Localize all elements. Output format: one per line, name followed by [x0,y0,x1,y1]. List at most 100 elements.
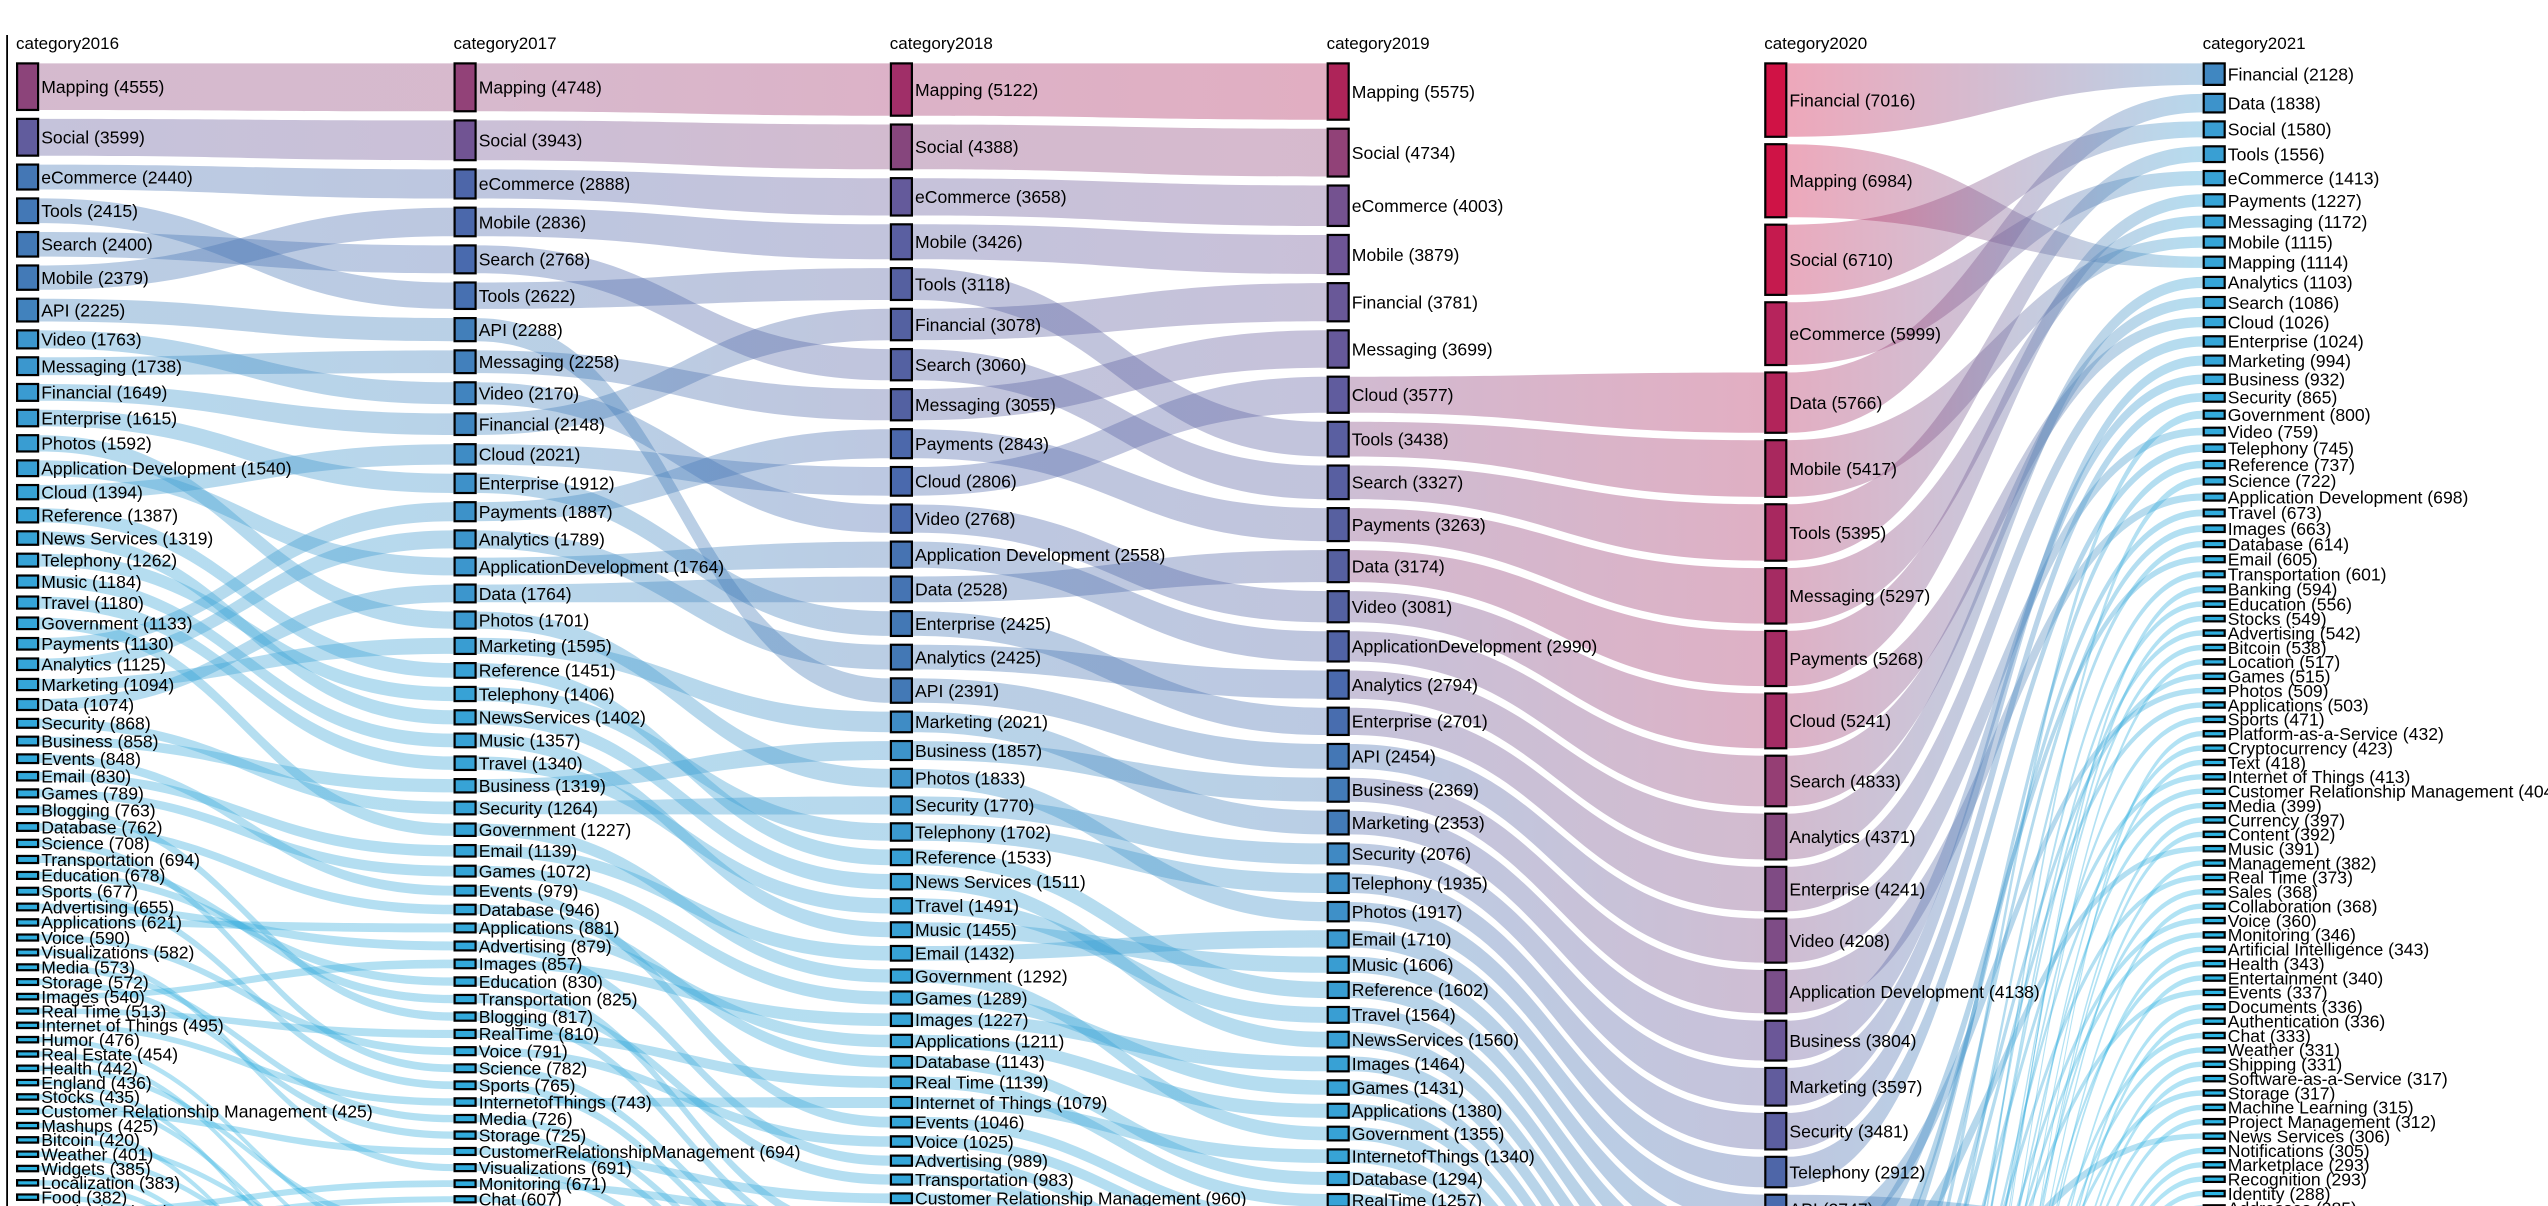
svg-text:Events (848): Events (848) [41,749,141,769]
svg-text:Education (830): Education (830) [479,972,603,992]
svg-text:Payments (1130): Payments (1130) [41,634,174,654]
svg-text:Customer Relationship Manageme: Customer Relationship Management (404) [2228,782,2548,802]
svg-text:Games (1431): Games (1431) [1352,1078,1464,1098]
svg-text:Applications (621): Applications (621) [41,913,182,933]
svg-text:category2019: category2019 [1327,34,1430,53]
svg-text:eCommerce (5999): eCommerce (5999) [1789,324,1941,344]
svg-text:Marketing (2021): Marketing (2021) [915,712,1048,732]
svg-text:Travel (1340): Travel (1340) [479,753,583,773]
svg-text:Transportation (694): Transportation (694) [41,850,200,870]
svg-text:Customer Relationship Manageme: Customer Relationship Management (960) [915,1189,1247,1206]
svg-text:Events (979): Events (979) [479,881,579,901]
svg-text:Analytics (2794): Analytics (2794) [1352,675,1478,695]
svg-text:Social (6710): Social (6710) [1789,250,1893,270]
svg-text:Content (392): Content (392) [2228,825,2336,845]
svg-text:API (2288): API (2288) [479,320,563,340]
svg-text:Government (1133): Government (1133) [41,614,192,634]
svg-text:Security (3481): Security (3481) [1789,1122,1908,1142]
svg-text:RealTime (1257): RealTime (1257) [1352,1191,1482,1206]
svg-text:Voice (590): Voice (590) [41,928,130,948]
svg-text:Email (1139): Email (1139) [479,841,577,861]
svg-text:Authentication (336): Authentication (336) [2228,1011,2385,1031]
svg-text:News Services (1511): News Services (1511) [915,872,1086,892]
svg-text:Photos (1701): Photos (1701) [479,610,590,630]
svg-text:Tools (3118): Tools (3118) [915,274,1011,294]
svg-text:Government (800): Government (800) [2228,405,2371,425]
svg-text:NewsServices (1402): NewsServices (1402) [479,708,646,728]
svg-text:Applications (1380): Applications (1380) [1352,1101,1503,1121]
svg-text:Widgets (385): Widgets (385) [41,1159,151,1179]
svg-text:Search (1086): Search (1086) [2228,293,2340,313]
svg-text:Video (759): Video (759) [2228,422,2319,442]
svg-text:Telephony (1406): Telephony (1406) [479,684,615,704]
svg-text:category2017: category2017 [454,34,557,53]
svg-text:Enterprise (2701): Enterprise (2701) [1352,712,1488,732]
svg-text:Images (1227): Images (1227) [915,1010,1028,1030]
svg-text:Business (1319): Business (1319) [479,776,606,796]
svg-text:Monitoring (346): Monitoring (346) [2228,925,2356,945]
svg-text:News Services (1319): News Services (1319) [41,528,213,548]
svg-text:Platform-as-a-Service (432): Platform-as-a-Service (432) [2228,724,2444,744]
svg-text:category2018: category2018 [890,34,993,53]
svg-text:Data (1764): Data (1764) [479,584,572,604]
svg-text:Telephony (1935): Telephony (1935) [1352,873,1488,893]
svg-text:Mobile (5417): Mobile (5417) [1789,459,1897,479]
svg-text:Machine Learning (315): Machine Learning (315) [2228,1098,2414,1118]
svg-text:Tools (1556): Tools (1556) [2228,144,2325,164]
svg-text:Marketing (2353): Marketing (2353) [1352,813,1485,833]
svg-text:Marketing (3597): Marketing (3597) [1789,1077,1922,1097]
svg-text:Security (1264): Security (1264) [479,798,598,818]
svg-text:Application Development (4138): Application Development (4138) [1789,982,2039,1002]
svg-text:Bitcoin (420): Bitcoin (420) [41,1130,140,1150]
svg-text:Management (382): Management (382) [2228,853,2377,873]
svg-text:Music (1455): Music (1455) [915,920,1017,940]
svg-text:NewsServices (1560): NewsServices (1560) [1352,1030,1519,1050]
svg-text:Storage (725): Storage (725) [479,1125,587,1145]
svg-text:Real Time (373): Real Time (373) [2228,868,2353,888]
svg-text:Documents (336): Documents (336) [2228,997,2363,1017]
svg-text:Photos (1833): Photos (1833) [915,769,1026,789]
svg-text:Email (605): Email (605) [2228,550,2318,570]
svg-text:Applications (1211): Applications (1211) [915,1031,1064,1051]
svg-text:eCommerce (3658): eCommerce (3658) [915,187,1067,207]
svg-text:Messaging (3699): Messaging (3699) [1352,339,1493,359]
svg-text:Business (3804): Business (3804) [1789,1031,1916,1051]
svg-text:Mashups (425): Mashups (425) [41,1116,158,1136]
svg-text:Cloud (2806): Cloud (2806) [915,472,1017,492]
svg-text:Video (2170): Video (2170) [479,384,579,404]
svg-text:Software-as-a-Service (317): Software-as-a-Service (317) [2228,1069,2448,1089]
svg-text:Analytics (4371): Analytics (4371) [1789,827,1915,847]
svg-text:Artificial Intelligence (343): Artificial Intelligence (343) [2228,940,2429,960]
svg-text:Photos (1917): Photos (1917) [1352,902,1463,922]
svg-text:Travel (1564): Travel (1564) [1352,1005,1456,1025]
svg-text:Sports (765): Sports (765) [479,1076,576,1096]
svg-text:Travel (1180): Travel (1180) [41,593,144,613]
svg-text:Financial (1649): Financial (1649) [41,383,167,403]
svg-text:Security (1770): Security (1770) [915,796,1034,816]
svg-text:Internet of Things (413): Internet of Things (413) [2228,767,2411,787]
svg-text:Cloud (5241): Cloud (5241) [1789,711,1891,731]
svg-text:Search (3060): Search (3060) [915,355,1027,375]
svg-text:Video (2768): Video (2768) [915,509,1015,529]
svg-text:Messaging (5297): Messaging (5297) [1789,586,1930,606]
svg-text:Financial (2148): Financial (2148) [479,414,605,434]
svg-text:Music (1357): Music (1357) [479,731,581,751]
svg-text:Stocks (435): Stocks (435) [41,1087,140,1107]
svg-text:Photos (509): Photos (509) [2228,681,2329,701]
svg-text:Sports (471): Sports (471) [2228,710,2325,730]
svg-text:InternetofThings (1340): InternetofThings (1340) [1352,1146,1535,1166]
svg-text:Images (1464): Images (1464) [1352,1054,1465,1074]
svg-text:Health (442): Health (442) [41,1059,138,1079]
svg-text:Mobile (2836): Mobile (2836) [479,212,587,232]
svg-text:Cloud (2021): Cloud (2021) [479,445,581,465]
svg-text:Cloud (1394): Cloud (1394) [41,482,143,502]
svg-text:Advertising (542): Advertising (542) [2228,623,2361,643]
svg-text:Cloud (3577): Cloud (3577) [1352,385,1454,405]
svg-text:Applications (503): Applications (503) [2228,695,2369,715]
svg-text:Payments (1887): Payments (1887) [479,502,613,522]
svg-text:Banking (594): Banking (594) [2228,580,2338,600]
svg-text:eCommerce (2440): eCommerce (2440) [41,167,193,187]
svg-text:Mapping (6984): Mapping (6984) [1789,171,1912,191]
svg-text:Cryptocurrency (423): Cryptocurrency (423) [2228,738,2393,758]
svg-text:Science (722): Science (722) [2228,471,2337,491]
